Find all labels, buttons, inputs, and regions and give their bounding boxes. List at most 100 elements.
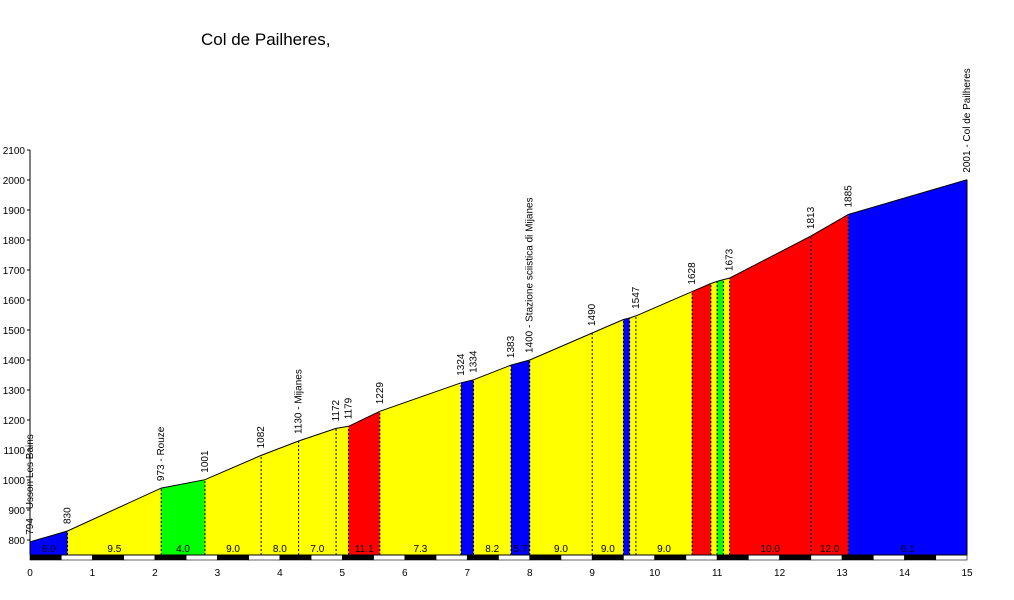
grade-label-3: 9.0 (226, 544, 240, 555)
distance-band-22 (716, 554, 749, 561)
altitude-label-15: 1628 (687, 262, 698, 285)
x-tick-label-8: 8 (527, 568, 533, 579)
altitude-label-12: 1400 - Stazione sciistica di Mijanes (525, 197, 536, 353)
distance-band-13 (435, 554, 468, 561)
grade-label-22: 12.0 (820, 544, 840, 555)
grade-label-0: 6.0 (42, 544, 56, 555)
altitude-label-5: 1130 - Mijanes (294, 369, 305, 434)
x-tick-label-5: 5 (340, 568, 346, 579)
segment-4 (261, 441, 299, 555)
segment-12 (529, 333, 593, 555)
distance-band-0 (29, 554, 62, 561)
grade-label-8: 7.3 (413, 544, 427, 555)
segment-14 (623, 318, 630, 555)
x-tick-label-1: 1 (90, 568, 96, 579)
segment-6 (336, 426, 349, 555)
segment-13 (592, 319, 624, 555)
distance-band-12 (404, 554, 437, 561)
altitude-label-13: 1490 (587, 303, 598, 326)
altitude-label-14: 1547 (631, 286, 642, 309)
grade-label-12: 9.0 (554, 544, 568, 555)
x-tick-label-14: 14 (899, 568, 911, 579)
grade-label-4: 8.0 (273, 544, 287, 555)
y-tick-label-10: 1800 (3, 236, 26, 247)
distance-band-10 (342, 554, 374, 561)
grade-label-13: 9.0 (601, 544, 615, 555)
segment-dividers (66, 179, 968, 555)
segment-2 (161, 479, 205, 555)
segment-15 (629, 315, 636, 555)
altitude-label-3: 1001 (200, 450, 211, 473)
segment-1 (67, 488, 162, 555)
distance-band-23 (748, 554, 780, 561)
distance-band-24 (779, 554, 812, 561)
x-tick-label-13: 13 (837, 568, 849, 579)
distance-band-14 (466, 554, 499, 561)
segment-7 (348, 411, 380, 555)
segment-0 (30, 531, 68, 555)
altitude-label-0: 794 - Usson Les Bains (25, 434, 36, 535)
y-tick-label-11: 1900 (3, 206, 26, 217)
grade-label-16: 9.0 (657, 544, 671, 555)
x-tick-label-10: 10 (649, 568, 661, 579)
altitude-label-18: 1885 (843, 185, 854, 208)
y-tick-label-8: 1600 (3, 296, 26, 307)
altitude-label-9: 1324 (456, 353, 467, 376)
y-tick-label-4: 1200 (3, 416, 26, 427)
grade-label-11: 5.7 (513, 544, 527, 555)
grade-label-10: 8.2 (485, 544, 499, 555)
grade-label-2: 4.0 (176, 544, 190, 555)
y-tick-label-3: 1100 (3, 446, 25, 457)
axes: 8009001000110012001300140015001600170018… (3, 146, 973, 579)
x-tick-label-3: 3 (215, 568, 221, 579)
distance-band-2 (92, 554, 125, 561)
distance-band-18 (591, 554, 624, 561)
y-tick-label-2: 1000 (3, 476, 26, 487)
altitude-label-16: 1673 (725, 248, 736, 271)
altitude-label-2: 973 - Rouze (156, 426, 167, 481)
segment-3 (204, 455, 262, 555)
segment-21 (729, 236, 811, 555)
x-tick-label-4: 4 (277, 568, 283, 579)
distance-band-1 (60, 554, 93, 561)
grade-label-7: 11.1 (355, 544, 374, 555)
grade-label-1: 9.5 (107, 544, 121, 555)
x-tick-label-9: 9 (589, 568, 595, 579)
distance-band-29 (935, 554, 968, 561)
x-tick-label-2: 2 (152, 568, 158, 579)
altitude-label-6: 1172 (331, 399, 342, 421)
distance-band-16 (529, 554, 562, 561)
y-tick-label-6: 1400 (3, 356, 26, 367)
x-tick-label-12: 12 (774, 568, 786, 579)
grade-label-23: 6.1 (901, 544, 915, 555)
y-tick-label-1: 900 (8, 506, 25, 517)
segment-5 (298, 428, 337, 555)
y-tick-label-9: 1700 (3, 266, 26, 277)
segment-fills (30, 179, 967, 555)
y-tick-label-0: 800 (8, 536, 25, 547)
distance-band-4 (154, 554, 187, 561)
x-tick-label-7: 7 (464, 568, 470, 579)
x-tick-label-6: 6 (402, 568, 408, 579)
segment-11 (510, 360, 530, 555)
distance-band-9 (310, 554, 343, 561)
segment-16 (635, 291, 693, 555)
distance-band-20 (654, 554, 687, 561)
y-tick-label-13: 2100 (3, 146, 26, 157)
altitude-label-4: 1082 (256, 426, 267, 449)
distance-band-26 (841, 554, 874, 561)
segment-23 (848, 179, 967, 555)
distance-band-8 (279, 554, 312, 561)
segment-18 (710, 281, 718, 555)
segment-20 (723, 278, 730, 555)
distance-band-17 (560, 554, 593, 561)
distance-band-28 (904, 554, 937, 561)
segment-19 (717, 279, 724, 555)
altitude-label-7: 1179 (344, 397, 355, 419)
grade-labels: 6.0 9.5 4.0 9.0 8.0 7.0 11.1 7.3 8.2 5.7 9.0 9.0 9.0… (42, 544, 915, 555)
segment-9 (461, 379, 474, 555)
y-tick-label-7: 1500 (3, 326, 26, 337)
altitude-label-10: 1334 (469, 350, 480, 373)
distance-band-3 (123, 554, 156, 561)
